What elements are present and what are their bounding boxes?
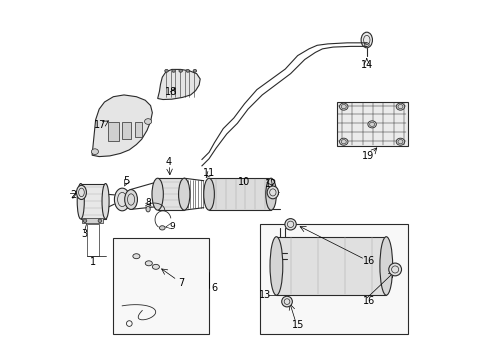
Text: 15: 15 bbox=[291, 320, 303, 330]
Ellipse shape bbox=[193, 69, 196, 72]
Ellipse shape bbox=[269, 237, 282, 295]
Text: 11: 11 bbox=[203, 168, 215, 178]
Text: 7: 7 bbox=[178, 278, 184, 288]
Bar bbox=[122, 122, 131, 139]
Ellipse shape bbox=[102, 184, 109, 219]
Ellipse shape bbox=[91, 149, 98, 154]
Ellipse shape bbox=[152, 264, 159, 269]
Ellipse shape bbox=[204, 179, 213, 209]
Bar bbox=[82, 218, 102, 223]
Text: 16: 16 bbox=[363, 256, 375, 266]
Bar bbox=[134, 122, 142, 138]
Bar bbox=[113, 238, 209, 334]
Text: 8: 8 bbox=[145, 198, 151, 207]
Bar bbox=[157, 178, 184, 210]
Ellipse shape bbox=[339, 138, 347, 145]
Text: 10: 10 bbox=[238, 177, 250, 187]
Bar bbox=[209, 178, 270, 210]
Text: 4: 4 bbox=[165, 157, 171, 167]
Ellipse shape bbox=[76, 185, 86, 199]
Text: 6: 6 bbox=[211, 283, 217, 293]
Text: 18: 18 bbox=[164, 87, 177, 97]
Text: 14: 14 bbox=[360, 60, 372, 70]
Ellipse shape bbox=[266, 186, 278, 199]
Ellipse shape bbox=[164, 69, 168, 72]
Text: 16: 16 bbox=[363, 296, 375, 306]
Bar bbox=[260, 224, 407, 334]
Ellipse shape bbox=[145, 261, 152, 266]
Ellipse shape bbox=[145, 206, 150, 212]
Ellipse shape bbox=[367, 121, 376, 128]
Text: 17: 17 bbox=[94, 120, 106, 130]
Polygon shape bbox=[92, 95, 152, 157]
Text: 19: 19 bbox=[361, 151, 373, 161]
Bar bbox=[86, 224, 99, 256]
Ellipse shape bbox=[114, 188, 130, 211]
Ellipse shape bbox=[388, 263, 401, 276]
Ellipse shape bbox=[171, 69, 175, 72]
Ellipse shape bbox=[159, 226, 165, 230]
Bar bbox=[276, 237, 386, 295]
Ellipse shape bbox=[144, 119, 151, 124]
Text: 1: 1 bbox=[90, 257, 96, 266]
Text: 13: 13 bbox=[259, 290, 271, 300]
Ellipse shape bbox=[77, 184, 84, 219]
Ellipse shape bbox=[178, 178, 189, 210]
Ellipse shape bbox=[124, 190, 137, 210]
Ellipse shape bbox=[339, 103, 347, 110]
Ellipse shape bbox=[203, 178, 214, 210]
Ellipse shape bbox=[360, 32, 372, 48]
Ellipse shape bbox=[395, 138, 404, 145]
Bar bbox=[81, 184, 105, 219]
Bar bbox=[108, 122, 119, 141]
Ellipse shape bbox=[98, 219, 102, 222]
Polygon shape bbox=[157, 69, 200, 100]
Ellipse shape bbox=[152, 178, 163, 210]
Text: 3: 3 bbox=[81, 229, 87, 239]
Polygon shape bbox=[336, 102, 407, 146]
Ellipse shape bbox=[379, 237, 392, 295]
Text: 2: 2 bbox=[70, 190, 77, 200]
Text: 12: 12 bbox=[264, 179, 277, 189]
Ellipse shape bbox=[83, 219, 86, 222]
Text: 5: 5 bbox=[123, 176, 129, 186]
Ellipse shape bbox=[265, 178, 276, 210]
Ellipse shape bbox=[185, 69, 189, 72]
Ellipse shape bbox=[395, 103, 404, 110]
Text: 9: 9 bbox=[169, 222, 174, 231]
Ellipse shape bbox=[133, 254, 140, 259]
Ellipse shape bbox=[179, 69, 182, 72]
Ellipse shape bbox=[285, 219, 296, 230]
Ellipse shape bbox=[281, 296, 292, 307]
